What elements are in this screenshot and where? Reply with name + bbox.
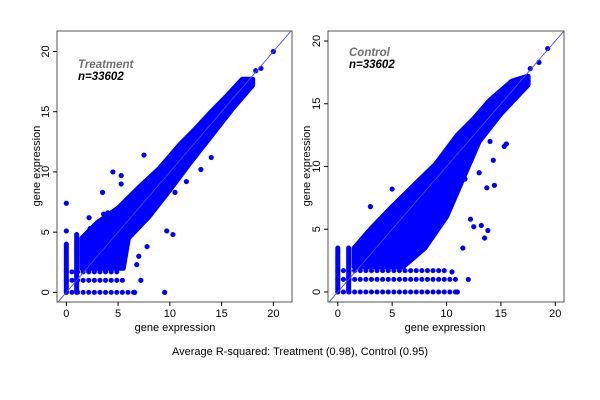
- data-point: [462, 176, 468, 182]
- plot-area: 0 5 10 15 20 0 5 10 15 20: [40, 30, 293, 320]
- data-point: [485, 227, 491, 234]
- x-tick-label: 20: [549, 308, 561, 320]
- data-point: [484, 185, 490, 191]
- data-point: [487, 138, 493, 145]
- x-tick-label: 0: [63, 308, 69, 320]
- y-tick-label: 10: [40, 166, 52, 178]
- treatment-y-axis-label: gene expression: [31, 126, 43, 207]
- data-point: [491, 182, 497, 188]
- treatment-title: Treatment: [78, 59, 135, 71]
- data-point: [465, 276, 471, 283]
- y-tick-label: 20: [40, 45, 52, 57]
- data-point: [134, 262, 140, 268]
- data-point: [527, 66, 533, 72]
- data-point: [471, 224, 477, 230]
- dense-point-cloud: [79, 76, 256, 271]
- data-point: [132, 289, 138, 295]
- data-point: [460, 245, 466, 251]
- data-point: [87, 225, 93, 232]
- reference-line: [57, 31, 292, 302]
- plot-area: 0 5 10 15 20 0 5 10 15 20: [311, 30, 565, 320]
- data-point: [389, 186, 395, 192]
- x-tick-label: 10: [440, 308, 452, 320]
- data-point: [454, 289, 461, 295]
- control-y-axis-label: gene expression: [301, 126, 313, 207]
- y-tick-label: 5: [311, 226, 323, 232]
- data-point: [118, 181, 124, 187]
- y-tick-label: 0: [40, 289, 52, 295]
- data-point: [478, 222, 484, 229]
- data-point: [118, 172, 124, 179]
- dense-point-cloud: [351, 73, 531, 270]
- y-tick-label: 15: [40, 106, 52, 118]
- data-point: [110, 169, 116, 175]
- data-point: [367, 204, 374, 210]
- data-point: [63, 200, 69, 206]
- y-tick-label: 0: [311, 289, 323, 295]
- data-point: [164, 228, 170, 234]
- data-point: [138, 277, 144, 283]
- data-point: [141, 152, 147, 158]
- data-point: [476, 170, 482, 176]
- data-layer: [328, 31, 564, 302]
- caption: Average R-squared: Treatment (0.98), Con…: [172, 346, 428, 358]
- y-tick-label: 10: [311, 160, 323, 172]
- data-point: [99, 189, 106, 195]
- x-tick-label: 0: [335, 308, 341, 320]
- data-point: [144, 243, 150, 250]
- x-tick-label: 20: [267, 308, 279, 320]
- data-point: [253, 68, 259, 74]
- data-point: [482, 235, 488, 241]
- data-point: [183, 178, 190, 185]
- control-n: n=33602: [349, 59, 395, 71]
- data-point: [170, 231, 176, 238]
- data-point: [63, 228, 69, 234]
- data-point: [490, 157, 496, 163]
- control-title: Control: [349, 47, 391, 59]
- data-point: [449, 269, 455, 275]
- treatment-n: n=33602: [78, 71, 124, 83]
- y-tick-label: 15: [311, 98, 323, 110]
- data-point: [194, 139, 200, 145]
- x-tick-label: 15: [215, 308, 227, 320]
- x-tick-label: 10: [164, 308, 176, 320]
- data-point: [86, 215, 92, 221]
- data-point: [105, 210, 111, 216]
- data-point: [136, 253, 142, 259]
- y-tick-label: 20: [311, 35, 323, 47]
- data-point: [467, 216, 474, 222]
- data-point: [208, 154, 214, 161]
- plot-frame: [56, 30, 293, 303]
- data-point: [172, 189, 178, 195]
- treatment-panel: 0 5 10 15 20 0 5 10 15 20 Treatment n=33602 gene …: [31, 30, 293, 334]
- data-point: [545, 45, 551, 52]
- treatment-x-axis-label: gene expression: [135, 322, 216, 334]
- data-point: [100, 211, 107, 217]
- data-point: [162, 289, 168, 295]
- control-panel: 0 5 10 15 20 0 5 10 15 20 Control n=33602 gene ex…: [301, 30, 565, 334]
- data-layer: [57, 31, 292, 302]
- x-tick-label: 5: [389, 308, 395, 320]
- reference-line: [328, 31, 564, 302]
- x-tick-label: 15: [495, 308, 507, 320]
- control-x-axis-label: gene expression: [405, 322, 486, 334]
- data-point: [501, 143, 507, 150]
- y-tick-label: 5: [40, 229, 52, 235]
- x-tick-label: 5: [115, 308, 121, 320]
- data-point: [198, 166, 204, 173]
